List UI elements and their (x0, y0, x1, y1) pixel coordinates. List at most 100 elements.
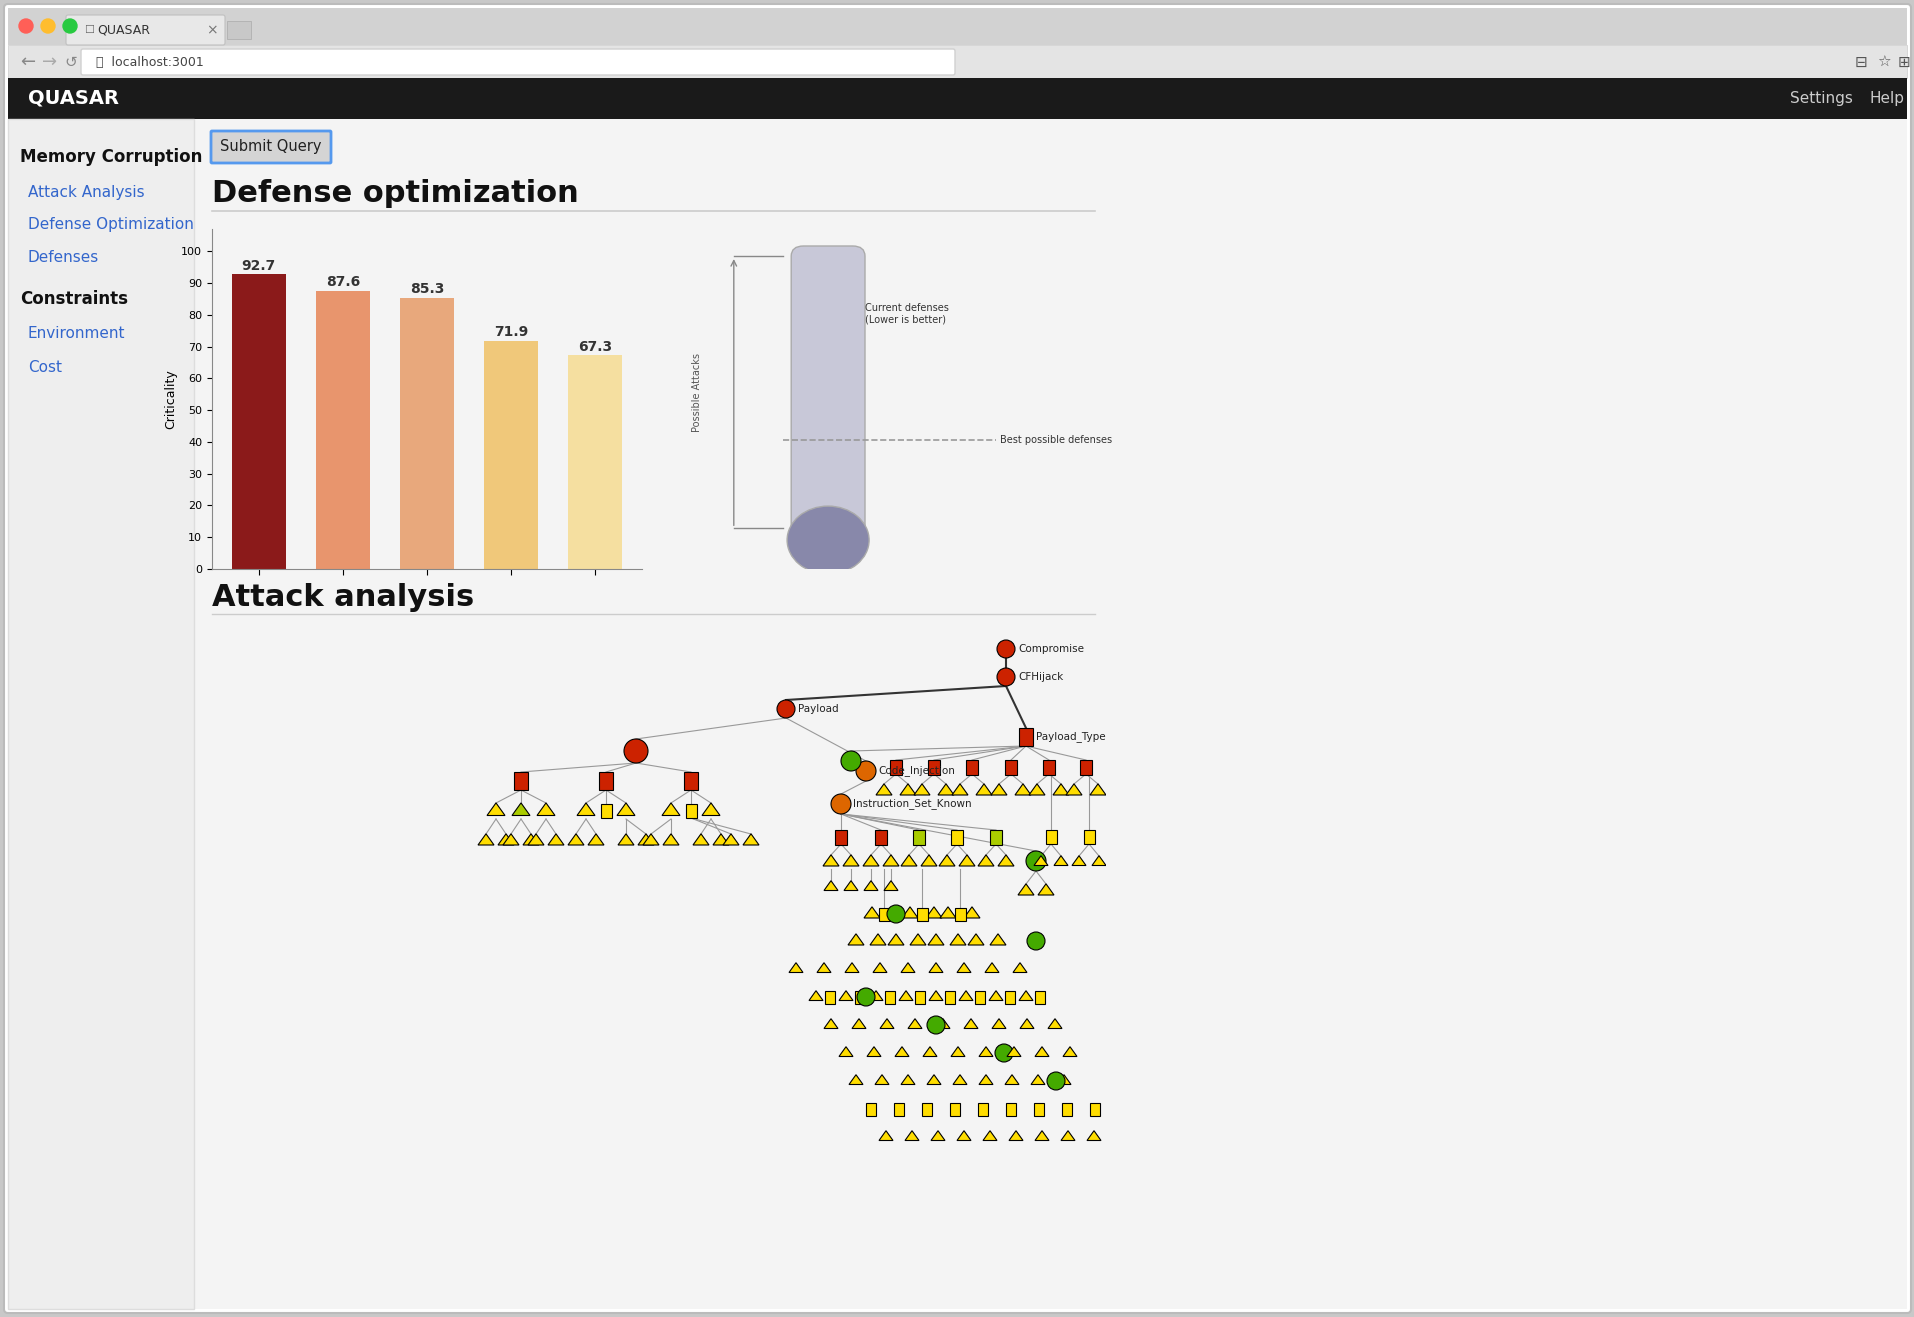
FancyBboxPatch shape (825, 990, 835, 1004)
FancyBboxPatch shape (890, 760, 901, 774)
Polygon shape (1062, 1047, 1076, 1056)
Polygon shape (928, 934, 944, 946)
Polygon shape (990, 784, 1007, 795)
Polygon shape (1028, 784, 1045, 795)
Polygon shape (511, 803, 530, 815)
Polygon shape (1072, 856, 1085, 865)
Polygon shape (808, 990, 823, 1001)
FancyBboxPatch shape (228, 21, 251, 40)
Polygon shape (662, 803, 679, 815)
Text: ☆: ☆ (1876, 54, 1889, 70)
FancyBboxPatch shape (4, 4, 1910, 1313)
Polygon shape (838, 1047, 852, 1056)
Polygon shape (838, 990, 852, 1001)
Polygon shape (616, 803, 635, 815)
FancyBboxPatch shape (685, 803, 697, 818)
Polygon shape (863, 907, 880, 918)
Text: 85.3: 85.3 (410, 282, 444, 296)
Text: Possible Attacks: Possible Attacks (691, 353, 702, 432)
FancyBboxPatch shape (1018, 728, 1032, 745)
Polygon shape (1066, 784, 1081, 795)
Polygon shape (926, 1075, 940, 1084)
Polygon shape (869, 934, 886, 946)
Text: 67.3: 67.3 (578, 340, 612, 353)
Text: Environment: Environment (29, 325, 126, 341)
FancyBboxPatch shape (211, 130, 331, 163)
FancyBboxPatch shape (8, 8, 1906, 45)
Polygon shape (867, 1047, 880, 1056)
FancyBboxPatch shape (1034, 990, 1045, 1004)
Polygon shape (1034, 1047, 1049, 1056)
Text: Defense optimization: Defense optimization (212, 179, 578, 208)
Polygon shape (523, 834, 538, 846)
Text: Constraints: Constraints (19, 290, 128, 308)
FancyBboxPatch shape (835, 830, 846, 844)
Circle shape (995, 1044, 1013, 1062)
FancyBboxPatch shape (1083, 830, 1095, 844)
Polygon shape (951, 784, 967, 795)
Text: 71.9: 71.9 (494, 325, 528, 338)
Polygon shape (1020, 1019, 1034, 1029)
Polygon shape (702, 803, 720, 815)
Polygon shape (875, 784, 892, 795)
Polygon shape (984, 963, 999, 972)
Circle shape (777, 701, 794, 718)
Circle shape (886, 905, 905, 923)
Polygon shape (880, 1019, 894, 1029)
Polygon shape (879, 1131, 892, 1141)
FancyBboxPatch shape (875, 830, 886, 844)
Text: Instruction_Set_Known: Instruction_Set_Known (852, 798, 970, 810)
Polygon shape (898, 990, 913, 1001)
Polygon shape (888, 934, 903, 946)
Polygon shape (905, 1131, 919, 1141)
Polygon shape (884, 881, 898, 890)
Polygon shape (1089, 784, 1106, 795)
Polygon shape (900, 855, 917, 867)
Text: Defenses: Defenses (29, 249, 100, 265)
FancyBboxPatch shape (865, 1102, 875, 1115)
Polygon shape (991, 1019, 1005, 1029)
Circle shape (624, 739, 647, 763)
Text: Attack Analysis: Attack Analysis (29, 184, 145, 199)
Circle shape (1026, 932, 1045, 950)
Circle shape (40, 18, 56, 33)
Polygon shape (900, 784, 915, 795)
Polygon shape (978, 1075, 993, 1084)
Polygon shape (949, 934, 965, 946)
Text: Code_Injection: Code_Injection (877, 765, 955, 777)
Polygon shape (503, 834, 519, 846)
FancyBboxPatch shape (978, 1102, 988, 1115)
Polygon shape (693, 834, 708, 846)
Polygon shape (978, 1047, 993, 1056)
Polygon shape (486, 803, 505, 815)
Text: Help: Help (1870, 91, 1904, 105)
FancyBboxPatch shape (513, 772, 528, 790)
Text: Current defenses
(Lower is better): Current defenses (Lower is better) (865, 303, 947, 325)
Bar (568, 356, 622, 569)
Polygon shape (863, 855, 879, 867)
Polygon shape (930, 1131, 944, 1141)
Circle shape (1026, 851, 1045, 871)
FancyBboxPatch shape (951, 830, 963, 844)
Polygon shape (978, 855, 993, 867)
Polygon shape (1030, 1075, 1045, 1084)
Polygon shape (913, 784, 930, 795)
FancyBboxPatch shape (949, 1102, 959, 1115)
Polygon shape (1018, 884, 1034, 896)
Text: 87.6: 87.6 (325, 275, 360, 288)
FancyBboxPatch shape (1089, 1102, 1099, 1115)
FancyBboxPatch shape (953, 907, 965, 921)
FancyBboxPatch shape (944, 990, 955, 1004)
Polygon shape (923, 1047, 936, 1056)
Polygon shape (1047, 1019, 1062, 1029)
Polygon shape (1053, 856, 1068, 865)
Polygon shape (936, 1019, 949, 1029)
Circle shape (857, 988, 875, 1006)
Text: →: → (42, 53, 57, 71)
FancyBboxPatch shape (965, 760, 978, 774)
Polygon shape (988, 990, 1003, 1001)
Text: Cost: Cost (29, 360, 61, 374)
FancyBboxPatch shape (974, 990, 984, 1004)
Polygon shape (576, 803, 595, 815)
Polygon shape (1009, 1131, 1022, 1141)
